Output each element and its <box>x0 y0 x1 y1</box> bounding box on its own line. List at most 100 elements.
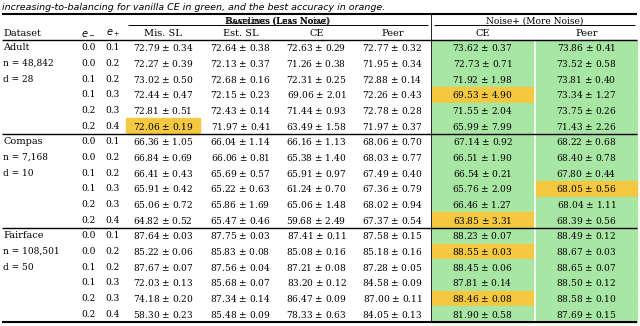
Text: 65.99 $\pm$ 7.99: 65.99 $\pm$ 7.99 <box>452 121 513 132</box>
Text: 67.49 $\pm$ 0.40: 67.49 $\pm$ 0.40 <box>362 168 423 179</box>
Text: 73.34 $\pm$ 1.27: 73.34 $\pm$ 1.27 <box>556 89 616 100</box>
Text: 87.56 $\pm$ 0.04: 87.56 $\pm$ 0.04 <box>210 262 271 273</box>
Text: 71.44 $\pm$ 0.93: 71.44 $\pm$ 0.93 <box>286 105 347 116</box>
Text: 0.3: 0.3 <box>106 294 120 303</box>
Text: 72.88 $\pm$ 0.14: 72.88 $\pm$ 0.14 <box>362 74 422 85</box>
Text: 0.0: 0.0 <box>81 137 96 146</box>
Text: 66.54 $\pm$ 0.21: 66.54 $\pm$ 0.21 <box>452 168 512 179</box>
Text: 0.2: 0.2 <box>106 263 120 272</box>
Text: 73.62 $\pm$ 0.37: 73.62 $\pm$ 0.37 <box>452 42 513 53</box>
Text: 0.1: 0.1 <box>81 263 96 272</box>
Text: 88.67 $\pm$ 0.03: 88.67 $\pm$ 0.03 <box>556 246 617 257</box>
Text: 88.55 $\pm$ 0.03: 88.55 $\pm$ 0.03 <box>452 246 513 257</box>
Text: $e_+$: $e_+$ <box>106 27 120 39</box>
Text: 71.55 $\pm$ 2.04: 71.55 $\pm$ 2.04 <box>452 105 513 116</box>
Text: 0.1: 0.1 <box>81 90 96 99</box>
Text: 0.1: 0.1 <box>106 43 120 52</box>
Text: 66.46 $\pm$ 1.27: 66.46 $\pm$ 1.27 <box>452 199 513 210</box>
Text: 65.47 $\pm$ 0.46: 65.47 $\pm$ 0.46 <box>210 215 271 226</box>
Text: 85.48 $\pm$ 0.09: 85.48 $\pm$ 0.09 <box>210 309 271 320</box>
Text: d = 10: d = 10 <box>3 169 33 178</box>
Text: 0.4: 0.4 <box>106 216 120 225</box>
Text: 0.2: 0.2 <box>106 247 120 256</box>
Text: d = 50: d = 50 <box>3 263 34 272</box>
Text: 72.73 $\pm$ 0.71: 72.73 $\pm$ 0.71 <box>452 58 513 69</box>
Text: 0.2: 0.2 <box>81 200 95 209</box>
Text: 87.69 $\pm$ 0.15: 87.69 $\pm$ 0.15 <box>556 309 617 320</box>
Text: 88.45 $\pm$ 0.06: 88.45 $\pm$ 0.06 <box>452 262 513 273</box>
Text: 87.67 $\pm$ 0.07: 87.67 $\pm$ 0.07 <box>132 262 193 273</box>
Text: 72.31 $\pm$ 0.25: 72.31 $\pm$ 0.25 <box>286 74 347 85</box>
Text: 66.51 $\pm$ 1.90: 66.51 $\pm$ 1.90 <box>452 152 513 163</box>
Text: 0.2: 0.2 <box>81 294 95 303</box>
Text: Peer: Peer <box>381 28 404 37</box>
Text: 72.64 $\pm$ 0.38: 72.64 $\pm$ 0.38 <box>211 42 271 53</box>
Text: 73.86 $\pm$ 0.41: 73.86 $\pm$ 0.41 <box>557 42 616 53</box>
Text: 65.06 $\pm$ 0.72: 65.06 $\pm$ 0.72 <box>133 199 193 210</box>
Text: 87.00 $\pm$ 0.11: 87.00 $\pm$ 0.11 <box>363 293 422 304</box>
Text: 88.49 $\pm$ 0.12: 88.49 $\pm$ 0.12 <box>556 230 616 241</box>
Text: Adult: Adult <box>3 43 29 52</box>
Text: 72.63 $\pm$ 0.29: 72.63 $\pm$ 0.29 <box>287 42 347 53</box>
Text: 67.37 $\pm$ 0.54: 67.37 $\pm$ 0.54 <box>362 215 423 226</box>
Text: d = 28: d = 28 <box>3 75 33 84</box>
Text: CE: CE <box>309 28 324 37</box>
Text: 65.76 $\pm$ 2.09: 65.76 $\pm$ 2.09 <box>452 183 513 194</box>
Text: 72.15 $\pm$ 0.23: 72.15 $\pm$ 0.23 <box>211 89 271 100</box>
Text: 72.13 $\pm$ 0.37: 72.13 $\pm$ 0.37 <box>211 58 271 69</box>
Text: Dataset: Dataset <box>3 28 41 37</box>
Text: 0.1: 0.1 <box>81 278 96 287</box>
Text: 0.4: 0.4 <box>106 310 120 319</box>
Text: Bᴀᴀᴇʟɪɴᴇs (Lᴇᴀs Nᴏɪᴀᴇ): Bᴀᴀᴇʟɪɴᴇs (Lᴇᴀs Nᴏɪᴀᴇ) <box>225 17 331 25</box>
Text: 87.58 $\pm$ 0.15: 87.58 $\pm$ 0.15 <box>362 230 423 241</box>
Text: 84.05 $\pm$ 0.13: 84.05 $\pm$ 0.13 <box>362 309 422 320</box>
Text: 0.0: 0.0 <box>81 231 96 240</box>
Text: 69.53 $\pm$ 4.90: 69.53 $\pm$ 4.90 <box>452 89 513 100</box>
Text: 88.65 $\pm$ 0.07: 88.65 $\pm$ 0.07 <box>556 262 617 273</box>
Text: 65.69 $\pm$ 0.57: 65.69 $\pm$ 0.57 <box>211 168 271 179</box>
Text: 87.41 $\pm$ 0.11: 87.41 $\pm$ 0.11 <box>287 230 346 241</box>
Text: 68.04 $\pm$ 1.11: 68.04 $\pm$ 1.11 <box>557 199 616 210</box>
Text: 0.1: 0.1 <box>106 137 120 146</box>
Text: 72.06 $\pm$ 0.19: 72.06 $\pm$ 0.19 <box>132 121 193 132</box>
Text: 58.30 $\pm$ 0.23: 58.30 $\pm$ 0.23 <box>133 309 193 320</box>
Text: increasing-to-balancing for vanilla CE in green, and the best accuracy in orange: increasing-to-balancing for vanilla CE i… <box>2 4 385 12</box>
Text: 88.50 $\pm$ 0.12: 88.50 $\pm$ 0.12 <box>556 277 616 288</box>
Text: 0.3: 0.3 <box>106 200 120 209</box>
Text: 72.78 $\pm$ 0.28: 72.78 $\pm$ 0.28 <box>362 105 422 116</box>
Text: 0.3: 0.3 <box>106 184 120 193</box>
Text: 72.68 $\pm$ 0.16: 72.68 $\pm$ 0.16 <box>210 74 271 85</box>
Text: 87.64 $\pm$ 0.03: 87.64 $\pm$ 0.03 <box>133 230 193 241</box>
Text: 72.77 $\pm$ 0.32: 72.77 $\pm$ 0.32 <box>362 42 422 53</box>
Text: 0.3: 0.3 <box>106 278 120 287</box>
Text: 73.02 $\pm$ 0.50: 73.02 $\pm$ 0.50 <box>132 74 193 85</box>
Text: 68.40 $\pm$ 0.78: 68.40 $\pm$ 0.78 <box>556 152 617 163</box>
Text: 72.43 $\pm$ 0.14: 72.43 $\pm$ 0.14 <box>210 105 271 116</box>
Text: Mis. SL: Mis. SL <box>144 28 182 37</box>
Text: 71.26 $\pm$ 0.38: 71.26 $\pm$ 0.38 <box>287 58 346 69</box>
Text: 68.22 $\pm$ 0.68: 68.22 $\pm$ 0.68 <box>556 136 616 147</box>
Text: 87.81 $\pm$ 0.14: 87.81 $\pm$ 0.14 <box>452 277 513 288</box>
Text: 0.4: 0.4 <box>106 122 120 131</box>
Text: 88.58 $\pm$ 0.10: 88.58 $\pm$ 0.10 <box>556 293 617 304</box>
Text: 73.75 $\pm$ 0.26: 73.75 $\pm$ 0.26 <box>556 105 617 116</box>
Text: 69.06 $\pm$ 2.01: 69.06 $\pm$ 2.01 <box>287 89 346 100</box>
Text: 88.46 $\pm$ 0.08: 88.46 $\pm$ 0.08 <box>452 293 513 304</box>
Text: n = 108,501: n = 108,501 <box>3 247 60 256</box>
Text: 67.36 $\pm$ 0.79: 67.36 $\pm$ 0.79 <box>362 183 423 194</box>
Text: Noise+ (More Noise): Noise+ (More Noise) <box>486 17 583 25</box>
Text: 67.14 $\pm$ 0.92: 67.14 $\pm$ 0.92 <box>452 136 513 147</box>
Text: 0.1: 0.1 <box>81 169 96 178</box>
Text: 71.43 $\pm$ 2.26: 71.43 $\pm$ 2.26 <box>556 121 617 132</box>
Text: 0.1: 0.1 <box>81 75 96 84</box>
Text: 74.18 $\pm$ 0.20: 74.18 $\pm$ 0.20 <box>133 293 193 304</box>
Text: 64.82 $\pm$ 0.52: 64.82 $\pm$ 0.52 <box>133 215 193 226</box>
Text: 87.34 $\pm$ 0.14: 87.34 $\pm$ 0.14 <box>210 293 271 304</box>
Text: 73.81 $\pm$ 0.40: 73.81 $\pm$ 0.40 <box>556 74 616 85</box>
Text: 61.24 $\pm$ 0.70: 61.24 $\pm$ 0.70 <box>286 183 347 194</box>
Text: 59.68 $\pm$ 2.49: 59.68 $\pm$ 2.49 <box>287 215 347 226</box>
Text: 66.36 $\pm$ 1.05: 66.36 $\pm$ 1.05 <box>133 136 193 147</box>
Text: 73.52 $\pm$ 0.58: 73.52 $\pm$ 0.58 <box>556 58 617 69</box>
Text: 65.86 $\pm$ 1.69: 65.86 $\pm$ 1.69 <box>211 199 271 210</box>
Text: 68.39 $\pm$ 0.56: 68.39 $\pm$ 0.56 <box>556 215 617 226</box>
